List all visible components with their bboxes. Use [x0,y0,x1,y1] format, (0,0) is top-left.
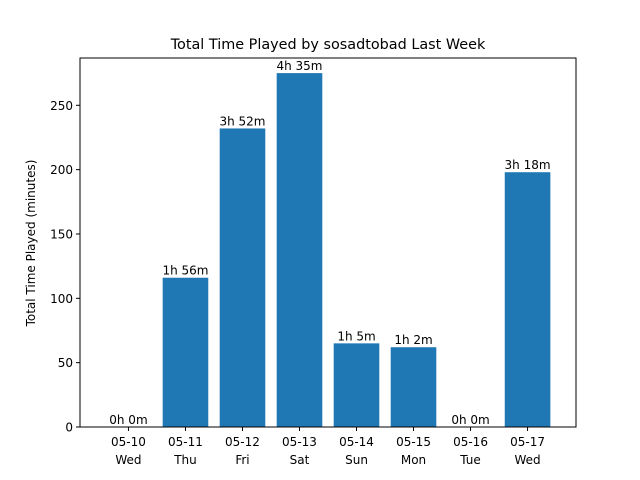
x-tick-label-date: 05-14 [339,435,374,449]
bar-value-label: 4h 35m [276,59,322,73]
bar-value-label: 3h 52m [219,114,265,128]
bar-05-15 [390,347,437,427]
y-tick-label: 150 [50,227,73,241]
x-tick-label-date: 05-15 [396,435,431,449]
y-tick-label: 100 [50,292,73,306]
bar-value-label: 1h 2m [394,333,432,347]
bar-value-label: 1h 56m [162,264,208,278]
bar-value-label: 1h 5m [337,329,375,343]
x-tick-label-date: 05-12 [225,435,260,449]
x-axis: 05-10 Wed 05-11 Thu 05-12 Fri 05-13 Sat 05-14 Sun… [111,427,545,467]
bar-05-11 [162,277,209,427]
y-tick-label: 250 [50,99,73,113]
chart-title: Total Time Played by sosadtobad Last Wee… [170,37,486,53]
y-tick-label: 0 [65,421,73,435]
x-tick-label-date: 05-11 [168,435,203,449]
x-tick-label-date: 05-13 [282,435,317,449]
x-tick-label-day: Wed [115,453,141,467]
y-tick-label: 200 [50,163,73,177]
bar-05-17 [504,172,551,427]
bar-05-14 [333,343,380,427]
x-tick-label-day: Thu [173,453,197,467]
x-tick-label-day: Sat [290,453,310,467]
y-tick-label: 50 [58,356,73,370]
x-tick-label-date: 05-17 [510,435,545,449]
x-tick-label-day: Wed [514,453,540,467]
bar-value-label: 0h 0m [109,413,147,427]
bar-05-13 [276,73,323,428]
x-tick-label-day: Mon [401,453,426,467]
x-tick-label-day: Sun [345,453,368,467]
x-tick-label-day: Fri [235,453,249,467]
plot-frame [79,57,577,428]
bar-value-label: 0h 0m [451,413,489,427]
bars-layer: 0h 0m 1h 56m 3h 52m 4h 35m 1h 5m 1h 2m 0h 0m 3h… [109,59,551,428]
x-tick-label-date: 05-16 [453,435,488,449]
y-axis: 0 50 100 150 200 250 [50,99,80,435]
x-tick-label-day: Tue [459,453,481,467]
bar-value-label: 3h 18m [505,158,551,172]
y-axis-label: Total Time Played (minutes) [24,160,38,328]
x-tick-label-date: 05-10 [111,435,146,449]
bar-05-12 [219,128,266,427]
